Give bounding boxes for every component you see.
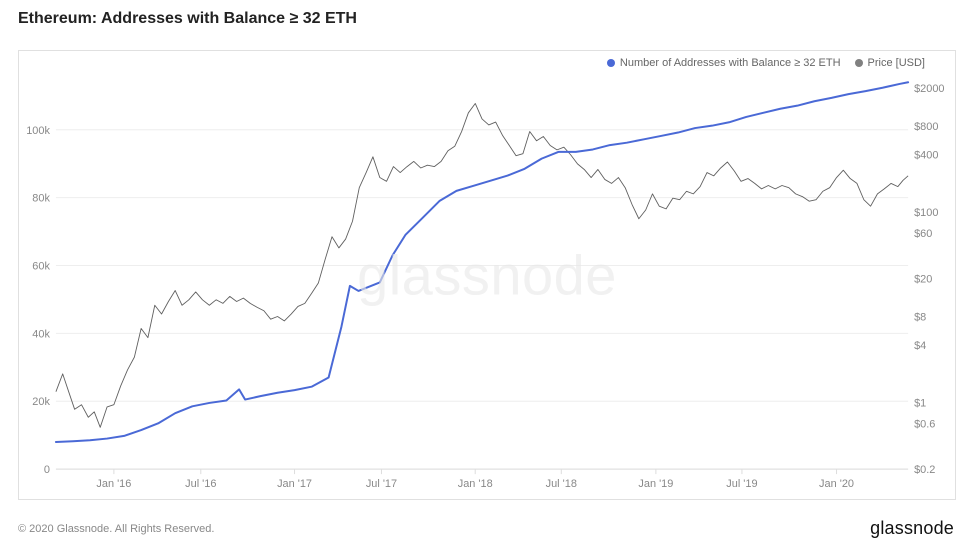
svg-text:Jan '18: Jan '18 — [458, 478, 493, 490]
copyright-footer: © 2020 Glassnode. All Rights Reserved. — [18, 523, 214, 535]
svg-text:$100: $100 — [914, 207, 938, 219]
svg-text:$4: $4 — [914, 340, 926, 352]
svg-text:$0.2: $0.2 — [914, 464, 935, 476]
svg-text:Jul '19: Jul '19 — [726, 478, 757, 490]
svg-text:0: 0 — [44, 464, 50, 476]
svg-text:$20: $20 — [914, 274, 932, 286]
svg-text:$60: $60 — [914, 228, 932, 240]
svg-text:$400: $400 — [914, 150, 938, 162]
chart-svg: 0 20k 40k 60k 80k 100k $0.2 $0.6 $1 $4 $8 $20 $60 $10… — [19, 51, 955, 499]
svg-text:100k: 100k — [26, 125, 50, 137]
legend-dot-addresses — [607, 59, 615, 67]
svg-text:20k: 20k — [32, 396, 50, 408]
svg-text:60k: 60k — [32, 261, 50, 273]
svg-text:$8: $8 — [914, 312, 926, 324]
svg-text:$2000: $2000 — [914, 83, 944, 95]
svg-text:$800: $800 — [914, 121, 938, 133]
svg-text:Jan '19: Jan '19 — [638, 478, 673, 490]
chart-plot-area: glassnode Number of Addresses with Balan… — [18, 50, 956, 500]
legend-item-addresses: Number of Addresses with Balance ≥ 32 ET… — [607, 57, 841, 69]
svg-text:Jul '18: Jul '18 — [546, 478, 577, 490]
svg-text:Jan '17: Jan '17 — [277, 478, 312, 490]
legend-label-addresses: Number of Addresses with Balance ≥ 32 ET… — [620, 57, 841, 69]
legend-label-price: Price [USD] — [868, 57, 925, 69]
chart-title: Ethereum: Addresses with Balance ≥ 32 ET… — [18, 10, 357, 28]
svg-text:80k: 80k — [32, 193, 50, 205]
legend-item-price: Price [USD] — [855, 57, 925, 69]
svg-text:Jul '17: Jul '17 — [366, 478, 397, 490]
svg-text:40k: 40k — [32, 328, 50, 340]
svg-text:Jan '20: Jan '20 — [819, 478, 854, 490]
legend-dot-price — [855, 59, 863, 67]
svg-text:Jan '16: Jan '16 — [96, 478, 131, 490]
chart-container: Ethereum: Addresses with Balance ≥ 32 ET… — [0, 0, 974, 547]
svg-text:Jul '16: Jul '16 — [185, 478, 216, 490]
svg-text:$1: $1 — [914, 398, 926, 410]
chart-legend: Number of Addresses with Balance ≥ 32 ET… — [607, 57, 925, 69]
svg-text:$0.6: $0.6 — [914, 419, 935, 431]
brand-logo-text: glassnode — [870, 518, 954, 539]
